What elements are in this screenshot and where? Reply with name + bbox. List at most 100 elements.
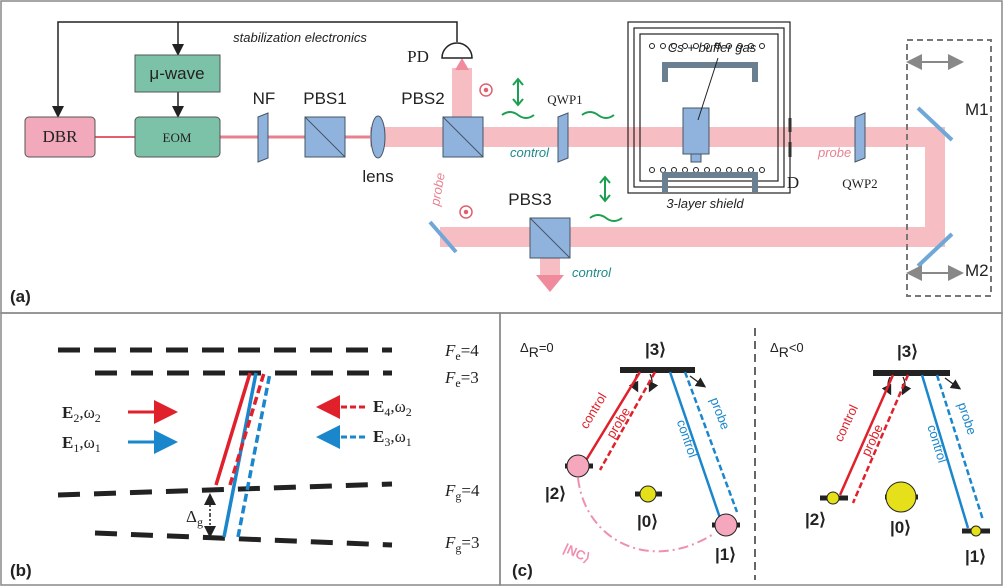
transition-label: probe [955,400,980,436]
nf-label: NF [253,89,276,108]
panel-c: ΔR=0 |3⟩ control probe control probe |2⟩… [500,313,1002,585]
probe-label: probe [817,145,851,160]
polarization-symbol [485,89,488,92]
qwp2 [855,113,865,162]
polarization-arrow [502,112,534,118]
state-label: |2⟩ [805,510,826,529]
shield-coil [705,168,710,173]
transition-label: control [577,390,610,431]
level-label: F [444,368,456,387]
state-label: |0⟩ [637,512,658,531]
probe-label: probe [427,172,448,208]
laser-beam [536,275,564,292]
field-label: E4,ω2 [373,397,412,419]
level-label: Fe=3 [444,368,479,390]
shield-coil [650,44,655,49]
shield-coil [650,168,655,173]
energy-level [95,533,392,545]
transition-label: control [674,418,701,460]
panel-label: (b) [10,561,32,580]
detuning-label: R [779,344,789,360]
state-label: |3⟩ [645,340,666,359]
level-label: F [444,481,456,500]
level-label: =3 [461,368,479,387]
figure: stabilization electronics μ-wave DBR EOM… [0,0,1003,586]
vapor-cell [691,154,701,162]
eom-label: EOM [163,130,192,145]
laser-beam [370,58,945,292]
state-label: |1⟩ [965,547,986,566]
field-label: E3,ω1 [373,427,412,449]
shield-coil [760,168,765,173]
dark-state-label: |NC⟩ [561,540,592,565]
detuning-label: ΔR=0 [520,340,554,360]
field-label: ,ω [390,427,405,446]
population [827,492,839,504]
detuning-label: Δ [770,340,779,355]
field-label: 2 [406,405,412,419]
level-label: =3 [461,533,479,552]
field-label: ,ω [79,403,94,422]
level-label: F [444,533,456,552]
cell-label: Cs + buffer gas [668,40,757,55]
shield-coil [760,44,765,49]
transition-label: control [831,402,861,444]
qwp1-label: QWP1 [547,92,582,107]
level-label: Fe=4 [444,341,479,363]
level-label: =4 [461,341,480,360]
field-label: 1 [406,435,412,449]
polarization-arrow [590,215,622,221]
microwave-label: μ-wave [149,64,204,83]
qwp1 [558,113,568,162]
transition-label: probe [707,395,733,431]
field-label: E [373,427,384,446]
population [886,482,916,512]
stabilization-label: stabilization electronics [233,30,367,45]
lens-label: lens [362,167,393,186]
population [971,526,981,536]
translation-stage [907,40,991,296]
qwp2-label: QWP2 [842,176,877,191]
level-label: Fg=4 [444,481,480,503]
state-label: |1⟩ [715,545,736,564]
level-label: F [444,341,456,360]
detuning-label: Δ [520,340,529,355]
panel-b: Δg Fe=4 Fe=3 Fg=4 Fg=3 E2,ω2 E1,ω1 E4,ω2… [1,313,500,585]
field-label: ,ω [390,397,405,416]
state-label: |0⟩ [890,518,911,537]
shield-label: 3-layer shield [666,196,744,211]
laser-beam [455,58,469,70]
vapor-cell [683,108,709,154]
field-label: E [373,397,384,416]
shield-coil [738,168,743,173]
level-label: =4 [461,481,480,500]
panel-label: (a) [10,287,31,306]
energy-level [58,484,392,495]
field-label: ,ω [79,433,94,452]
population [567,455,589,477]
field-label: E [62,433,73,452]
field-label: E2,ω2 [62,403,101,425]
population [715,514,737,536]
transition-label: control [924,423,950,465]
laser-beam [440,227,945,247]
detuning-label: R [529,344,539,360]
splitting-label: Δ [186,507,197,526]
photodiode [442,43,472,58]
dbr-label: DBR [43,127,79,146]
population [640,486,656,502]
field-label: 1 [95,441,101,455]
m1-label: M1 [965,100,989,119]
splitting-label: Δg [186,507,203,529]
transition-label: probe [858,422,886,458]
pd-label: PD [407,47,429,66]
lens [371,116,385,158]
detuning-label: ΔR<0 [770,340,804,360]
notch-filter [258,113,268,162]
detuning-label: <0 [789,340,804,355]
decay-arrow [690,376,704,386]
energy-level [58,350,392,545]
shield-coil [661,168,666,173]
shield-coil [683,168,688,173]
control-label: control [572,265,612,280]
